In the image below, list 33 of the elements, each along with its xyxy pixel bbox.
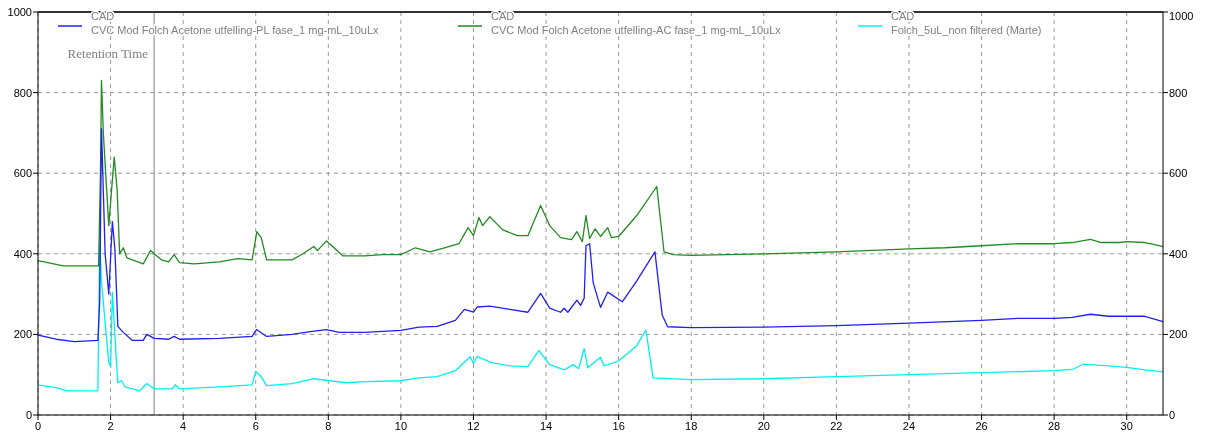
line-series [37, 79, 1164, 267]
x-tick-label: 30 [1120, 420, 1133, 432]
x-tick-label: 10 [394, 420, 408, 432]
x-tick-label: 0 [34, 420, 42, 432]
y2-tick-label: 600 [1169, 167, 1188, 180]
x-tick-label: 2 [107, 420, 114, 432]
x-tick-label: 20 [757, 420, 770, 432]
x-tick-label: 14 [539, 420, 553, 432]
x-tick-label: 26 [975, 420, 988, 432]
x-tick-label: 24 [902, 420, 916, 432]
x-tick-label: 8 [325, 420, 332, 432]
y-tick-label: 400 [13, 247, 32, 260]
y-tick-label: 800 [13, 86, 32, 99]
ref-line-label: Retention Time [67, 46, 149, 61]
y-tick-label: 600 [13, 167, 32, 180]
y2-tick-label: 800 [1169, 86, 1188, 99]
legend-label: CAD Folch_5uL_non filtered (Marte) [891, 10, 1042, 36]
y2-tick-label: 200 [1169, 328, 1188, 341]
y-tick-label: 1000 [7, 6, 32, 18]
x-tick-label: 22 [830, 420, 843, 432]
y-tick-label: 0 [25, 409, 32, 421]
y2-tick-label: 400 [1169, 247, 1188, 260]
legend-label: CAD CVC Mod Folch Acetone utfelling-AC fase_1 mg-mL_10uLx [491, 10, 782, 36]
x-tick-label: 18 [685, 420, 698, 432]
x-tick-label: 12 [467, 420, 480, 432]
x-tick-label: 16 [612, 420, 625, 432]
x-tick-label: 28 [1048, 420, 1061, 432]
y2-tick-label: 1000 [1169, 10, 1194, 22]
x-tick-label: 4 [180, 420, 187, 432]
line-series [37, 128, 1164, 343]
x-tick-label: 6 [252, 420, 259, 432]
y2-tick-label: 0 [1169, 409, 1176, 421]
y-tick-label: 200 [13, 328, 32, 341]
